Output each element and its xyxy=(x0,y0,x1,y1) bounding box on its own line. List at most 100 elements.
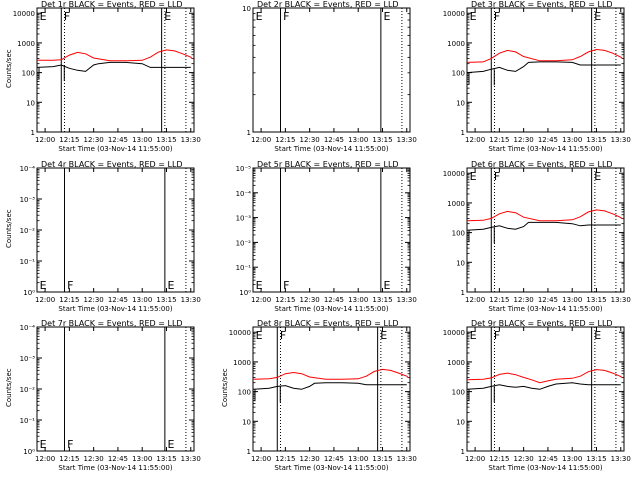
x-axis-label: Start Time (03-Nov-14 11:55:00) xyxy=(488,464,602,472)
y-tick-label: 10⁻³ xyxy=(20,355,36,363)
y-tick-label: 10000 xyxy=(443,329,465,337)
event-marker: E xyxy=(380,329,387,342)
x-tick-label: 12:45 xyxy=(538,136,558,144)
event-marker: E xyxy=(470,170,477,183)
y-tick-label: 10⁰ xyxy=(23,289,35,297)
x-tick-label: 12:45 xyxy=(108,455,128,463)
chart-title: Det 2r BLACK = Events, RED = LLD xyxy=(257,0,399,9)
plot-frame xyxy=(466,326,625,452)
chart-title: Det 9r BLACK = Events, RED = LLD xyxy=(471,319,613,328)
y-tick-label: 10⁻² xyxy=(20,386,36,394)
series-lld-line xyxy=(252,368,409,380)
plot-frame xyxy=(252,326,411,452)
x-axis-label: Start Time (03-Nov-14 11:55:00) xyxy=(274,464,388,472)
x-tick-label: 12:30 xyxy=(300,136,320,144)
y-tick-label: 1000 xyxy=(447,359,465,367)
y-tick-label: 10 xyxy=(242,418,251,426)
x-tick-label: 13:30 xyxy=(181,296,201,304)
x-tick-label: 13:00 xyxy=(348,455,368,463)
x-tick-label: 12:00 xyxy=(251,136,271,144)
event-marker: E xyxy=(40,279,47,292)
x-tick-label: 12:30 xyxy=(84,296,104,304)
x-tick-label: 13:00 xyxy=(562,455,582,463)
y-tick-label: 10 xyxy=(242,5,251,13)
event-marker: E xyxy=(167,279,174,292)
event-marker: E xyxy=(256,329,263,342)
x-tick-label: 13:00 xyxy=(562,136,582,144)
y-tick-label: 10⁻⁴ xyxy=(20,165,36,173)
x-tick-label: 13:00 xyxy=(132,296,152,304)
y-tick-label: 1 xyxy=(31,129,35,137)
event-marker: F xyxy=(494,10,500,23)
plot-frame xyxy=(252,7,411,133)
chart-panel-3: Det 3r BLACK = Events, RED = LLD 12:00 12:… xyxy=(443,0,631,153)
series-events-line xyxy=(466,382,621,390)
event-marker: F xyxy=(67,438,73,451)
x-tick-label: 13:30 xyxy=(181,136,201,144)
chart-panel-7: Det 7r BLACK = Events, RED = LLD Counts/s… xyxy=(5,319,201,472)
y-tick-label: 1 xyxy=(461,448,465,456)
x-tick-label: 13:30 xyxy=(397,455,417,463)
plot-frame xyxy=(36,167,195,293)
x-axis-label: Start Time (03-Nov-14 11:55:00) xyxy=(58,305,172,313)
x-tick-label: 12:45 xyxy=(538,296,558,304)
y-tick-label: 10⁰ xyxy=(23,448,35,456)
y-tick-label: 10⁰ xyxy=(239,289,251,297)
x-tick-label: 13:00 xyxy=(348,296,368,304)
y-tick-label: 1000 xyxy=(233,359,251,367)
event-marker: E xyxy=(256,10,263,23)
x-tick-label: 13:15 xyxy=(156,296,176,304)
y-tick-label: 10000 xyxy=(13,10,35,18)
event-marker: F xyxy=(283,279,289,292)
x-tick-label: 13:00 xyxy=(562,296,582,304)
y-tick-label: 10⁻¹ xyxy=(20,417,36,425)
event-marker: F xyxy=(64,10,70,23)
x-tick-label: 13:00 xyxy=(132,455,152,463)
event-marker: F xyxy=(283,10,289,23)
series-lld-line xyxy=(466,209,623,222)
x-tick-label: 12:00 xyxy=(251,455,271,463)
series-events-line xyxy=(466,61,621,74)
event-marker: E xyxy=(40,10,47,23)
event-marker: E xyxy=(256,279,263,292)
y-tick-label: 10⁻⁴ xyxy=(236,190,252,198)
y-tick-label: 1 xyxy=(461,129,465,137)
x-tick-label: 12:30 xyxy=(514,136,534,144)
x-tick-label: 13:30 xyxy=(181,455,201,463)
x-tick-label: 12:15 xyxy=(275,136,295,144)
y-tick-label: 1000 xyxy=(447,40,465,48)
chart-title: Det 1r BLACK = Events, RED = LLD xyxy=(41,0,183,9)
x-axis-label: Start Time (03-Nov-14 11:55:00) xyxy=(58,145,172,153)
event-marker: F xyxy=(67,279,73,292)
chart-title: Det 3r BLACK = Events, RED = LLD xyxy=(471,0,613,9)
event-marker: E xyxy=(470,10,477,23)
x-tick-label: 13:30 xyxy=(611,296,631,304)
y-tick-label: 1000 xyxy=(447,200,465,208)
x-axis-label: Start Time (03-Nov-14 11:55:00) xyxy=(274,305,388,313)
event-marker: E xyxy=(594,10,601,23)
x-tick-label: 12:45 xyxy=(324,296,344,304)
x-tick-label: 12:00 xyxy=(35,455,55,463)
event-marker: E xyxy=(164,10,171,23)
x-tick-label: 12:30 xyxy=(514,455,534,463)
y-tick-label: 100 xyxy=(238,389,251,397)
chart-title: Det 7r BLACK = Events, RED = LLD xyxy=(41,319,183,328)
y-axis-label: Counts/sec xyxy=(221,368,229,407)
y-tick-label: 100 xyxy=(452,70,465,78)
event-marker: E xyxy=(167,438,174,451)
y-tick-label: 10000 xyxy=(443,170,465,178)
x-axis-label: Start Time (03-Nov-14 11:55:00) xyxy=(274,145,388,153)
x-tick-label: 13:15 xyxy=(156,455,176,463)
series-lld-line xyxy=(466,48,623,63)
chart-panel-9: Det 9r BLACK = Events, RED = LLD 12:00 12:… xyxy=(443,319,631,472)
y-tick-label: 100 xyxy=(452,389,465,397)
x-tick-label: 12:15 xyxy=(59,136,79,144)
x-tick-label: 13:30 xyxy=(611,455,631,463)
x-tick-label: 12:45 xyxy=(324,455,344,463)
event-marker: F xyxy=(494,329,500,342)
chart-panel-5: Det 5r BLACK = Events, RED = LLD 12:00 12:… xyxy=(236,160,417,313)
event-marker: F xyxy=(280,329,286,342)
x-tick-label: 13:00 xyxy=(348,136,368,144)
x-tick-label: 12:15 xyxy=(489,455,509,463)
